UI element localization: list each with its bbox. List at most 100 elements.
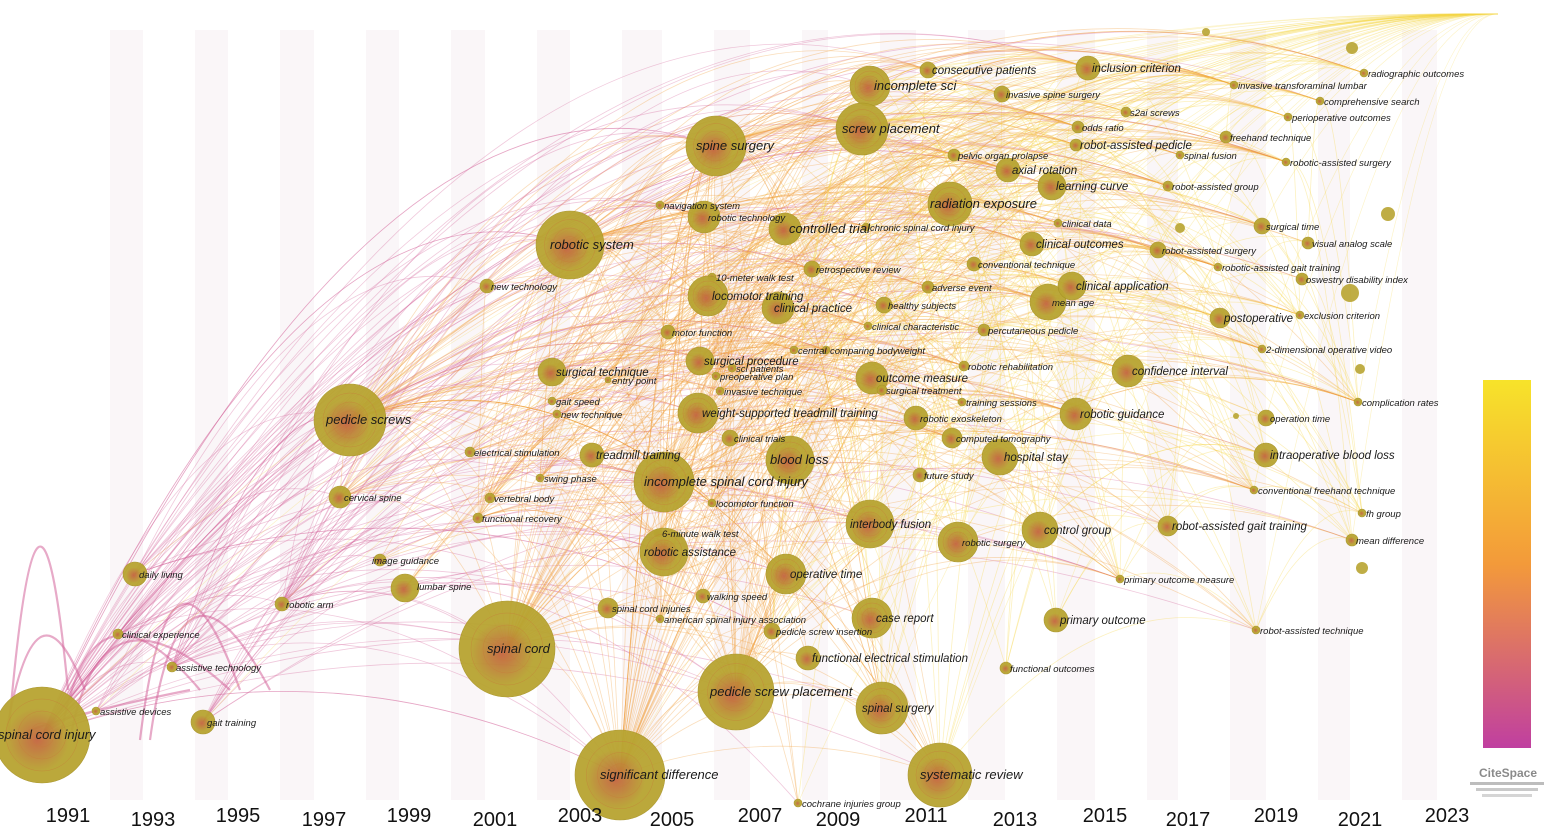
keyword-node[interactable] <box>851 597 893 639</box>
keyword-node[interactable] <box>660 324 676 340</box>
keyword-node[interactable] <box>597 597 619 619</box>
keyword-node[interactable] <box>999 661 1013 675</box>
keyword-node[interactable] <box>697 653 775 731</box>
keyword-node[interactable] <box>373 553 387 567</box>
keyword-node[interactable] <box>472 512 484 524</box>
keyword-node[interactable] <box>1253 217 1271 235</box>
keyword-node[interactable] <box>1209 307 1231 329</box>
keyword-node[interactable] <box>981 438 1019 476</box>
keyword-node[interactable] <box>768 212 802 246</box>
keyword-node[interactable] <box>458 600 556 698</box>
keyword-node[interactable] <box>1346 42 1358 54</box>
keyword-node[interactable] <box>313 383 387 457</box>
keyword-node[interactable] <box>1315 96 1325 106</box>
keyword-node[interactable] <box>390 573 420 603</box>
keyword-node[interactable] <box>919 61 937 79</box>
keyword-node[interactable] <box>855 681 909 735</box>
keyword-node[interactable] <box>1355 364 1365 374</box>
keyword-node[interactable] <box>1162 180 1174 192</box>
keyword-node[interactable] <box>122 561 148 587</box>
keyword-node[interactable] <box>1301 236 1315 250</box>
keyword-node[interactable] <box>687 200 721 234</box>
keyword-node[interactable] <box>1249 485 1259 495</box>
keyword-node[interactable] <box>1175 150 1185 160</box>
keyword-node[interactable] <box>1037 171 1067 201</box>
keyword-node[interactable] <box>190 709 216 735</box>
keyword-node[interactable] <box>966 256 982 272</box>
keyword-node[interactable] <box>721 429 739 447</box>
keyword-node[interactable] <box>763 622 781 640</box>
keyword-node[interactable] <box>957 397 967 407</box>
keyword-node[interactable] <box>861 222 871 232</box>
keyword-node[interactable] <box>1120 106 1132 118</box>
keyword-node[interactable] <box>1381 207 1395 221</box>
keyword-node[interactable] <box>1059 397 1093 431</box>
keyword-node[interactable] <box>711 371 721 381</box>
keyword-node[interactable] <box>687 275 729 317</box>
keyword-node[interactable] <box>1213 262 1223 272</box>
keyword-node[interactable] <box>0 686 91 784</box>
keyword-node[interactable] <box>1356 562 1368 574</box>
keyword-node[interactable] <box>479 278 495 294</box>
keyword-node[interactable] <box>112 628 124 640</box>
keyword-node[interactable] <box>1251 625 1261 635</box>
keyword-node[interactable] <box>91 706 101 716</box>
keyword-node[interactable] <box>912 467 928 483</box>
keyword-node[interactable] <box>941 427 963 449</box>
keyword-node[interactable] <box>655 200 665 210</box>
keyword-node[interactable] <box>793 798 803 808</box>
keyword-node[interactable] <box>1345 533 1359 547</box>
keyword-node[interactable] <box>464 446 476 458</box>
keyword-node[interactable] <box>695 588 711 604</box>
keyword-node[interactable] <box>761 291 795 325</box>
keyword-node[interactable] <box>1115 574 1125 584</box>
keyword-node[interactable] <box>977 323 991 337</box>
keyword-node[interactable] <box>1295 272 1309 286</box>
keyword-node[interactable] <box>1257 344 1267 354</box>
keyword-node[interactable] <box>328 485 352 509</box>
keyword-node[interactable] <box>1057 271 1087 301</box>
keyword-node[interactable] <box>835 102 889 156</box>
keyword-node[interactable] <box>1071 120 1085 134</box>
keyword-node[interactable] <box>1019 231 1045 257</box>
keyword-node[interactable] <box>937 521 979 563</box>
keyword-node[interactable] <box>677 392 719 434</box>
keyword-node[interactable] <box>552 409 562 419</box>
keyword-node[interactable] <box>547 396 557 406</box>
keyword-node[interactable] <box>845 499 895 549</box>
keyword-node[interactable] <box>947 148 961 162</box>
keyword-node[interactable] <box>1341 284 1359 302</box>
keyword-node[interactable] <box>1283 112 1293 122</box>
keyword-node[interactable] <box>765 553 807 595</box>
keyword-node[interactable] <box>1253 442 1279 468</box>
keyword-node[interactable] <box>537 357 567 387</box>
keyword-node[interactable] <box>1353 397 1363 407</box>
keyword-node[interactable] <box>715 386 725 396</box>
keyword-node[interactable] <box>727 363 737 373</box>
keyword-node[interactable] <box>1111 354 1145 388</box>
keyword-node[interactable] <box>535 210 605 280</box>
keyword-node[interactable] <box>639 527 689 577</box>
keyword-node[interactable] <box>863 321 873 331</box>
keyword-node[interactable] <box>633 451 695 513</box>
keyword-node[interactable] <box>484 492 496 504</box>
keyword-node[interactable] <box>1359 68 1369 78</box>
keyword-node[interactable] <box>685 346 715 376</box>
keyword-node[interactable] <box>1043 607 1069 633</box>
keyword-node[interactable] <box>1229 80 1239 90</box>
keyword-node[interactable] <box>579 442 605 468</box>
keyword-node[interactable] <box>1281 157 1291 167</box>
keyword-node[interactable] <box>803 260 821 278</box>
keyword-node[interactable] <box>1021 511 1059 549</box>
keyword-node[interactable] <box>1149 241 1167 259</box>
keyword-node[interactable] <box>274 596 290 612</box>
keyword-node[interactable] <box>1295 310 1305 320</box>
keyword-node[interactable] <box>875 296 893 314</box>
keyword-node[interactable] <box>707 498 717 508</box>
keyword-node[interactable] <box>1233 413 1239 419</box>
keyword-node[interactable] <box>903 405 929 431</box>
keyword-node[interactable] <box>789 345 799 355</box>
keyword-node[interactable] <box>1257 409 1275 427</box>
keyword-node[interactable] <box>876 384 888 396</box>
keyword-node[interactable] <box>574 729 666 821</box>
